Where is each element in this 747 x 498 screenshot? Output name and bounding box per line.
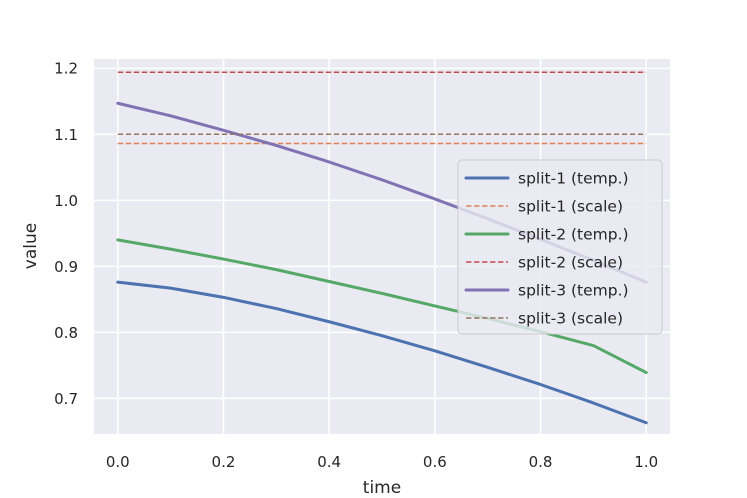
legend-label: split-2 (temp.) <box>518 226 629 244</box>
y-tick-label: 0.9 <box>54 258 78 276</box>
y-axis-label: value <box>21 223 41 269</box>
y-tick-labels: 0.7 0.8 0.9 1.0 1.1 1.2 <box>54 60 78 408</box>
x-tick-label: 1.0 <box>634 453 658 471</box>
x-tick-label: 0.0 <box>106 453 130 471</box>
series-line-3 <box>116 238 648 375</box>
legend: split-1 (temp.) split-1 (scale) split-2 (t… <box>457 159 663 335</box>
x-tick-label: 0.8 <box>529 453 553 471</box>
legend-label: split-1 (scale) <box>518 198 623 216</box>
y-tick-label: 1.0 <box>54 192 78 210</box>
y-tick-label: 0.8 <box>54 324 78 342</box>
x-tick-label: 0.4 <box>317 453 341 471</box>
legend-label: split-1 (temp.) <box>518 170 629 188</box>
series-lines <box>116 71 648 425</box>
x-tick-label: 0.2 <box>212 453 236 471</box>
y-tick-label: 1.1 <box>54 126 78 144</box>
legend-label: split-3 (temp.) <box>518 282 629 300</box>
series-line-1 <box>116 280 648 425</box>
x-tick-labels: 0.0 0.2 0.4 0.6 0.8 1.0 <box>106 453 658 471</box>
y-tick-label: 0.7 <box>54 390 78 408</box>
legend-label: split-2 (scale) <box>518 254 623 272</box>
y-tick-label: 1.2 <box>54 60 78 78</box>
legend-label: split-3 (scale) <box>518 310 623 328</box>
x-axis-label: time <box>363 478 401 498</box>
x-tick-label: 0.6 <box>423 453 447 471</box>
